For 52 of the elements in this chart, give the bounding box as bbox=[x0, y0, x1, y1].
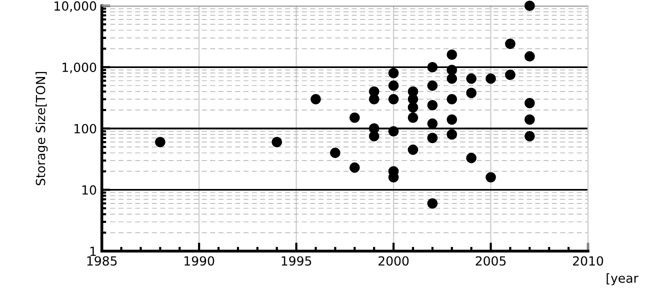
point bbox=[466, 88, 477, 98]
point bbox=[486, 172, 496, 182]
point bbox=[427, 62, 438, 72]
y-tick-label: 1 bbox=[90, 246, 96, 256]
point bbox=[349, 162, 360, 173]
x-tick-label: 2010 bbox=[573, 256, 604, 266]
y-tick-label: 10 bbox=[82, 185, 96, 195]
point bbox=[446, 129, 458, 140]
point bbox=[154, 136, 166, 148]
point bbox=[524, 0, 535, 12]
point bbox=[524, 98, 535, 108]
point bbox=[408, 112, 418, 123]
point bbox=[524, 51, 535, 62]
point bbox=[466, 152, 477, 164]
point bbox=[368, 130, 380, 142]
point bbox=[408, 102, 418, 113]
point bbox=[388, 80, 399, 91]
point bbox=[388, 68, 399, 78]
x-tick-label: 1990 bbox=[184, 256, 214, 266]
x-axis-title: [year bbox=[606, 273, 638, 286]
point bbox=[310, 94, 321, 104]
point bbox=[427, 100, 438, 110]
x-tick-label: 1995 bbox=[282, 256, 312, 266]
point bbox=[505, 70, 516, 80]
point bbox=[505, 38, 516, 50]
point bbox=[427, 80, 438, 91]
point bbox=[330, 148, 340, 158]
y-tick-label: 10,000 bbox=[54, 1, 96, 12]
point bbox=[446, 64, 458, 76]
y-tick-label: 100 bbox=[74, 124, 96, 134]
point bbox=[466, 73, 477, 84]
y-tick-label: 1,000 bbox=[62, 62, 96, 74]
point bbox=[446, 94, 458, 104]
point bbox=[408, 144, 418, 155]
point bbox=[446, 49, 458, 60]
x-tick-label: 2005 bbox=[476, 256, 506, 266]
x-tick-label: 2000 bbox=[378, 256, 409, 266]
point bbox=[524, 130, 535, 142]
point bbox=[524, 114, 535, 125]
point bbox=[349, 112, 360, 123]
point bbox=[486, 73, 496, 84]
point bbox=[446, 73, 458, 84]
point bbox=[427, 198, 438, 209]
point bbox=[446, 114, 458, 125]
point bbox=[388, 126, 399, 136]
point bbox=[388, 94, 399, 104]
x-tick-label: 1985 bbox=[87, 256, 117, 266]
point bbox=[427, 132, 438, 144]
point bbox=[272, 136, 282, 148]
point bbox=[368, 94, 380, 104]
point bbox=[427, 118, 438, 129]
y-axis-title: Storage Size[TON] bbox=[36, 72, 48, 186]
